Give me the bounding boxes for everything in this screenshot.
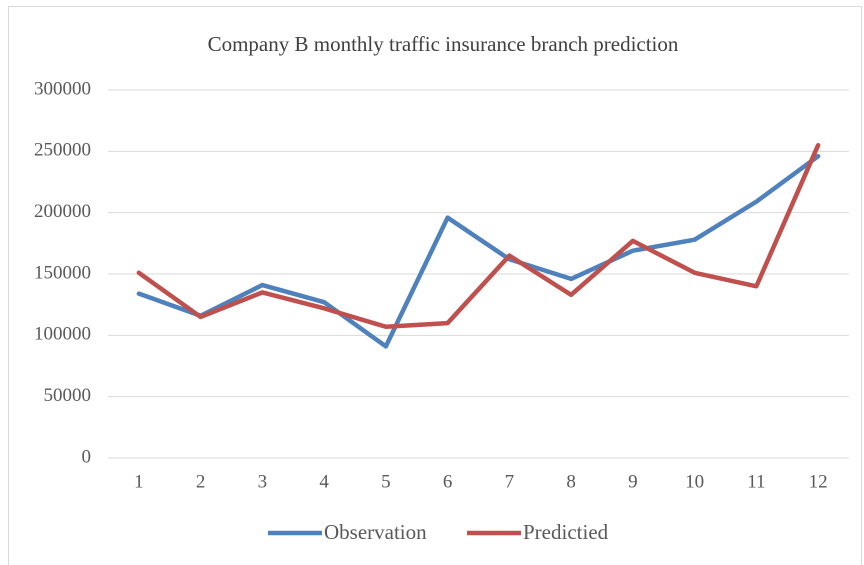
x-tick-label: 10	[685, 471, 704, 492]
chart-title: Company B monthly traffic insurance bran…	[208, 32, 679, 56]
y-tick-label: 50000	[44, 385, 92, 406]
x-tick-label: 11	[747, 471, 765, 492]
x-tick-label: 4	[319, 471, 329, 492]
series-line	[136, 142, 821, 329]
y-tick-label: 150000	[34, 262, 91, 283]
x-tick-label: 5	[381, 471, 391, 492]
x-tick-label: 7	[505, 471, 515, 492]
y-tick-label: 200000	[34, 201, 91, 222]
x-tick-label: 9	[628, 471, 638, 492]
x-tick-label: 8	[566, 471, 576, 492]
y-tick-label: 100000	[34, 324, 91, 345]
x-tick-label: 3	[258, 471, 268, 492]
y-tick-label: 0	[82, 446, 92, 467]
legend-label: Predictied	[523, 520, 609, 544]
y-tick-label: 250000	[34, 140, 91, 161]
y-tick-label: 300000	[34, 78, 91, 99]
x-tick-label: 6	[443, 471, 453, 492]
legend-label: Observation	[324, 520, 427, 544]
x-tick-label: 1	[134, 471, 144, 492]
x-tick-label: 12	[809, 471, 828, 492]
x-tick-label: 2	[196, 471, 206, 492]
chart-border	[8, 6, 862, 565]
series-line	[136, 153, 821, 349]
